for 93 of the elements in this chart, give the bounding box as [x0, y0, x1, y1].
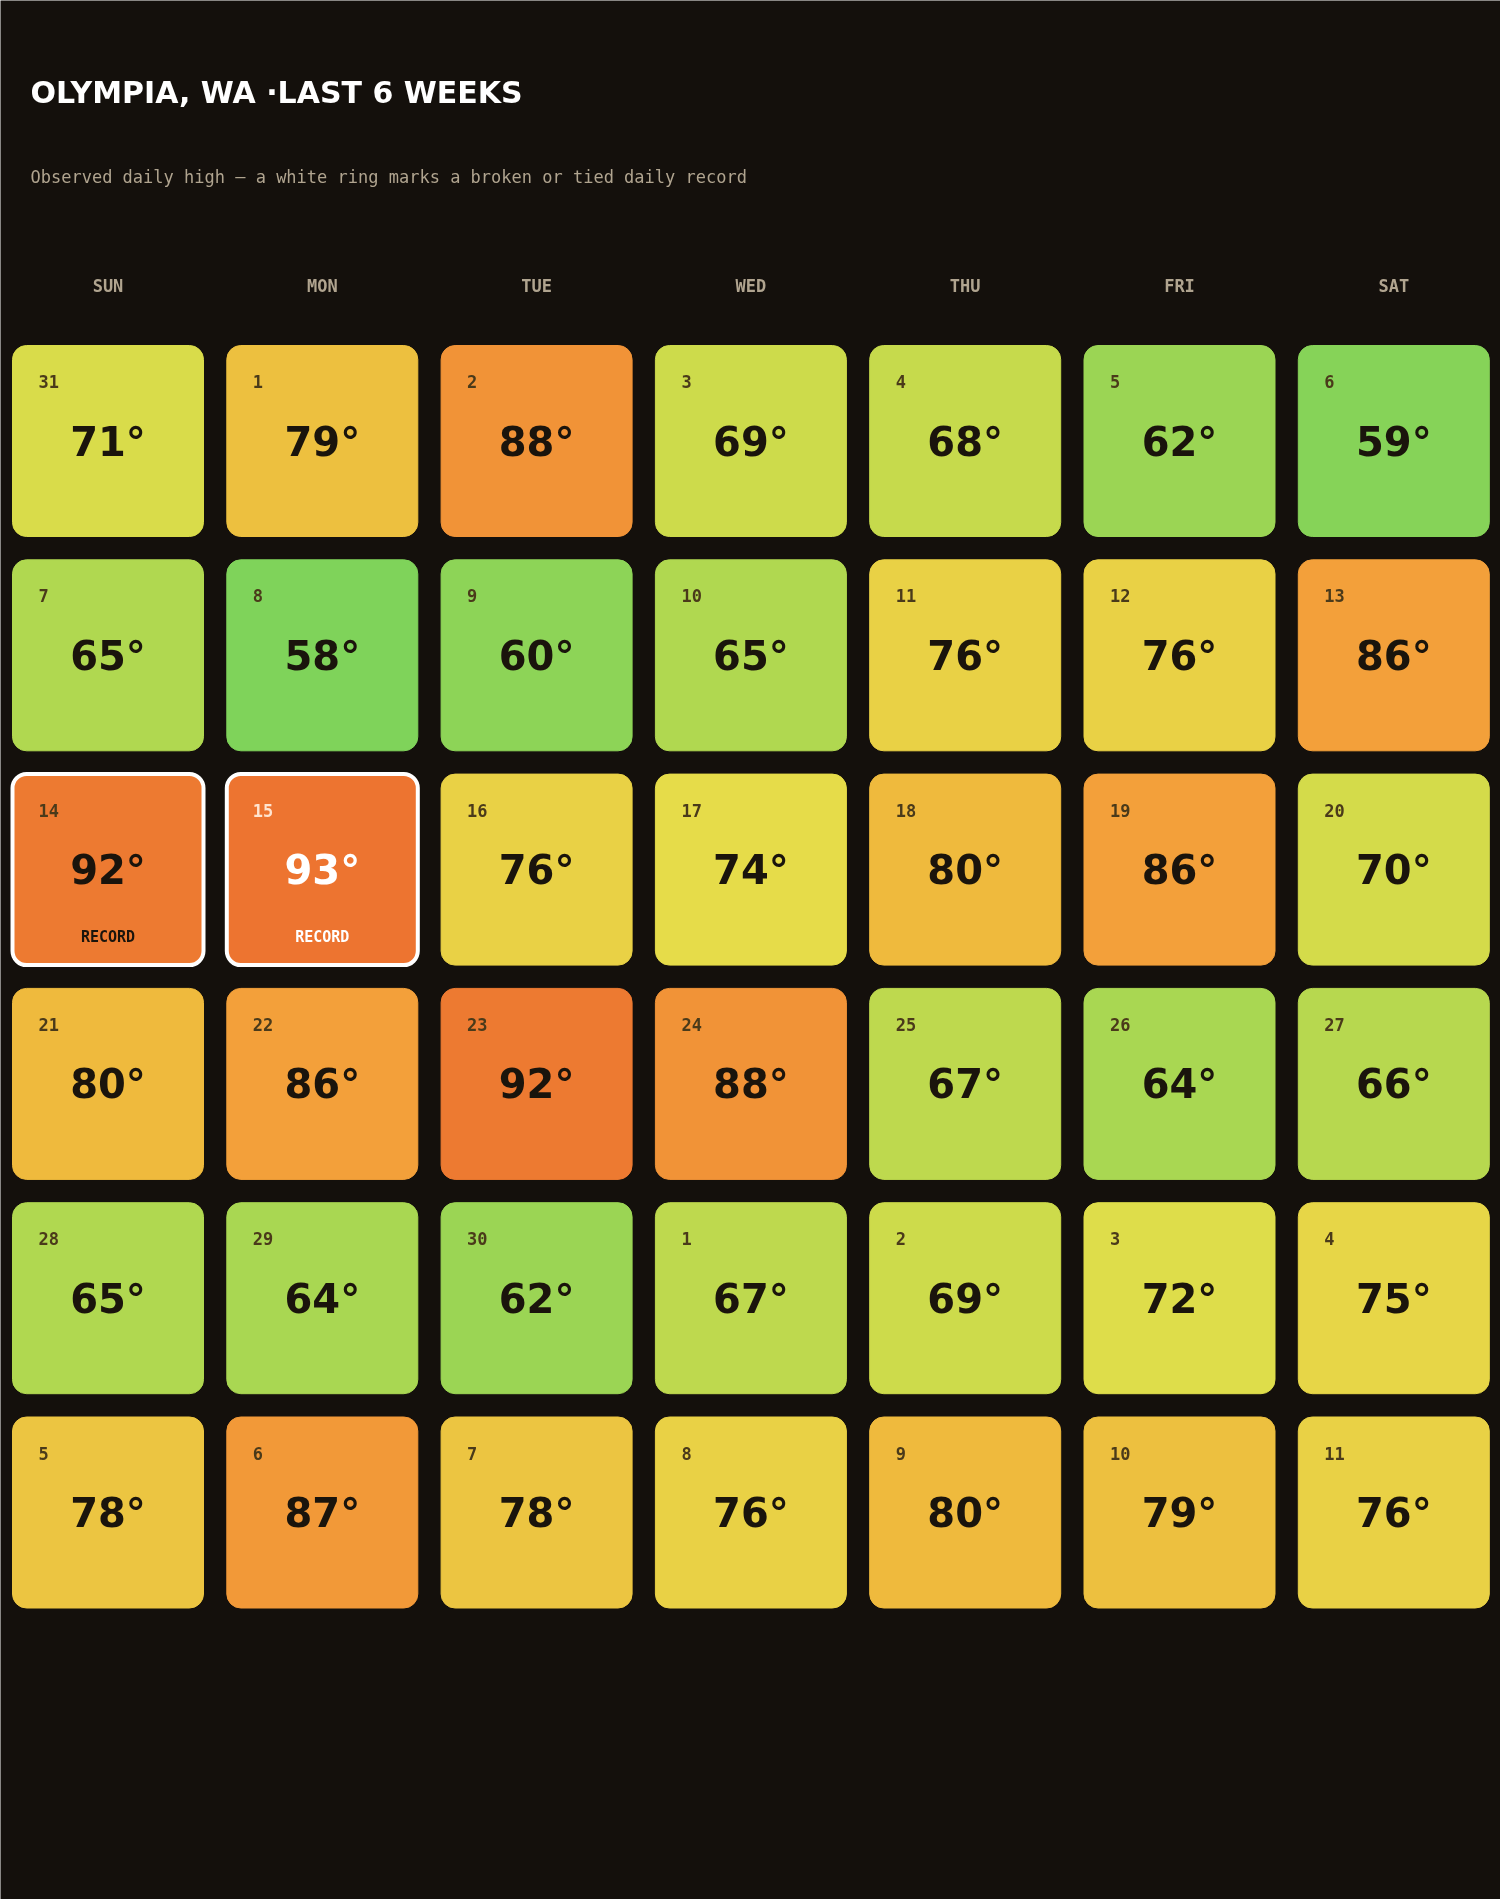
annotation: 8	[681, 1443, 692, 1464]
data-label: 62°	[498, 1275, 575, 1322]
data-label: 71°	[70, 418, 146, 465]
data-label: 80°	[927, 1490, 1004, 1536]
data-label: 86°	[1141, 847, 1218, 894]
annotation: 10	[1110, 1443, 1131, 1464]
annotation: 8	[252, 586, 264, 607]
annotation: 9	[895, 1443, 906, 1464]
data-label: 62°	[1141, 418, 1218, 465]
annotation: 22	[252, 1014, 274, 1035]
data-label: 79°	[1141, 1490, 1218, 1536]
data-label: 86°	[1355, 632, 1432, 679]
data-label: 78°	[70, 1490, 146, 1536]
data-label: 67°	[713, 1275, 789, 1322]
annotation: 13	[1324, 586, 1345, 607]
annotation: 1	[252, 372, 264, 392]
data-label: 79°	[284, 418, 361, 465]
data-label: 92°	[498, 1061, 575, 1108]
data-label: 65°	[713, 632, 789, 679]
annotation: 7	[467, 1443, 478, 1464]
annotation: 2	[895, 1229, 906, 1250]
data-label: 68°	[927, 418, 1004, 465]
annotation: 9	[467, 586, 478, 607]
data-label: 59°	[1355, 418, 1432, 465]
data-label: 69°	[927, 1275, 1004, 1322]
annotation: 1	[681, 1229, 692, 1250]
data-label: 75°	[1355, 1275, 1432, 1322]
data-label: 93° RECORD	[284, 847, 361, 947]
annotation: 11	[1324, 1443, 1345, 1464]
data-label: 76°	[1355, 1490, 1432, 1536]
data-label: 64°	[1141, 1061, 1218, 1108]
annotation: 2	[467, 372, 478, 392]
annotation: 30	[467, 1229, 488, 1250]
annotation: 5	[1110, 372, 1121, 392]
data-label: 76°	[498, 847, 575, 894]
x-tick-label: SUN	[92, 275, 124, 296]
annotation: 11	[895, 586, 917, 607]
annotation: 4	[1324, 1229, 1335, 1250]
annotation: 27	[1324, 1014, 1345, 1035]
annotation: 16	[467, 800, 488, 821]
data-label: 67°	[927, 1061, 1004, 1108]
data-label: 92° RECORD	[70, 847, 146, 947]
annotation: 23	[467, 1014, 488, 1035]
data-label: 65°	[70, 1275, 146, 1322]
data-label: 88°	[713, 1061, 789, 1108]
data-label: 76°	[927, 632, 1004, 679]
annotation: 24	[681, 1014, 702, 1035]
data-label: 60°	[498, 632, 575, 679]
data-label: 70°	[1355, 847, 1432, 894]
data-label: 80°	[70, 1061, 146, 1108]
data-label: 76°	[1141, 632, 1218, 679]
x-tick-label: MON	[306, 275, 338, 296]
data-label: 80°	[927, 847, 1004, 894]
annotation: 31	[38, 372, 59, 392]
annotation: 12	[1110, 586, 1131, 607]
annotation: 3	[681, 372, 692, 392]
annotation: 19	[1110, 800, 1131, 821]
x-tick-label: FRI	[1164, 275, 1195, 296]
annotation: 6	[252, 1443, 264, 1464]
data-label: 72°	[1141, 1275, 1218, 1322]
data-label: 64°	[284, 1275, 361, 1322]
annotation: 18	[895, 800, 917, 821]
annotation: 15	[252, 800, 274, 821]
annotation: 26	[1110, 1014, 1131, 1035]
annotation: 10	[681, 586, 702, 607]
annotation: 5	[38, 1443, 49, 1464]
chart-subtitle: Observed daily high — a white ring marks a broken or tied daily record	[30, 166, 747, 187]
annotation: 29	[252, 1229, 274, 1250]
annotation: 20	[1324, 800, 1345, 821]
annotation: 7	[38, 586, 49, 607]
annotation: 21	[38, 1014, 59, 1035]
data-label: 69°	[713, 418, 789, 465]
x-tick-label: SAT	[1378, 275, 1410, 296]
annotation: 25	[895, 1014, 917, 1035]
x-tick-label: THU	[949, 275, 981, 296]
x-tick-label: TUE	[521, 275, 552, 296]
data-label: 74°	[713, 847, 789, 894]
chart-title: OLYMPIA, WA ·LAST 6 WEEKS	[30, 75, 523, 110]
data-label: 87°	[284, 1490, 361, 1536]
data-label: 66°	[1355, 1061, 1432, 1108]
annotation: 6	[1324, 372, 1335, 392]
data-label: 58°	[284, 632, 361, 679]
annotation: 4	[895, 372, 906, 392]
annotation: 14	[38, 800, 59, 821]
annotation: 28	[38, 1229, 59, 1250]
data-label: 86°	[284, 1061, 361, 1108]
annotation: 3	[1110, 1229, 1121, 1250]
annotation: 17	[681, 800, 702, 821]
data-label: 88°	[498, 418, 575, 465]
data-label: 76°	[713, 1490, 789, 1536]
data-label: 78°	[498, 1490, 575, 1536]
x-tick-label: WED	[735, 275, 767, 296]
data-label: 65°	[70, 632, 146, 679]
